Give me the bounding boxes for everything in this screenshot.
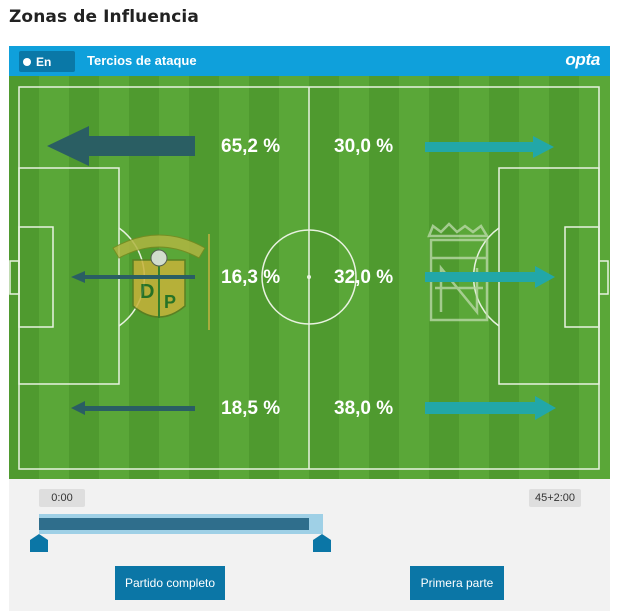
timeline-end-label: 45+2:00 bbox=[529, 489, 581, 507]
home-arrows bbox=[47, 126, 195, 415]
away-zone-bottom-pct: 38,0 % bbox=[334, 398, 394, 419]
football-pitch: D P bbox=[9, 76, 610, 479]
timeline-selected-range bbox=[39, 518, 309, 530]
page-title: Zonas de Influencia bbox=[9, 7, 199, 27]
away-zone-middle-pct: 32,0 % bbox=[334, 267, 394, 288]
first-half-button[interactable]: Primera parte bbox=[410, 566, 504, 600]
home-zone-middle-pct: 16,3 % bbox=[221, 267, 281, 288]
opta-logo: opta bbox=[565, 50, 600, 69]
svg-text:P: P bbox=[164, 292, 176, 312]
away-zone-top-pct: 30,0 % bbox=[334, 136, 394, 157]
timeline-start-handle[interactable] bbox=[30, 534, 48, 552]
timeline-start-label: 0:00 bbox=[39, 489, 85, 507]
home-zone-top-pct: 65,2 % bbox=[221, 136, 281, 157]
header-bar: En Tercios de ataque opta bbox=[9, 46, 610, 76]
svg-text:D: D bbox=[140, 281, 154, 303]
timeline-end-handle[interactable] bbox=[313, 534, 331, 552]
language-label: En bbox=[36, 54, 52, 69]
full-match-button[interactable]: Partido completo bbox=[115, 566, 225, 600]
away-arrows bbox=[425, 136, 556, 420]
widget-title: Tercios de ataque bbox=[87, 53, 197, 68]
home-team-crest: D P bbox=[112, 234, 210, 330]
language-toggle[interactable]: En bbox=[19, 51, 75, 72]
radio-dot-icon bbox=[23, 57, 31, 66]
home-zone-bottom-pct: 18,5 % bbox=[221, 398, 281, 419]
widget-frame: En Tercios de ataque opta bbox=[9, 46, 610, 611]
